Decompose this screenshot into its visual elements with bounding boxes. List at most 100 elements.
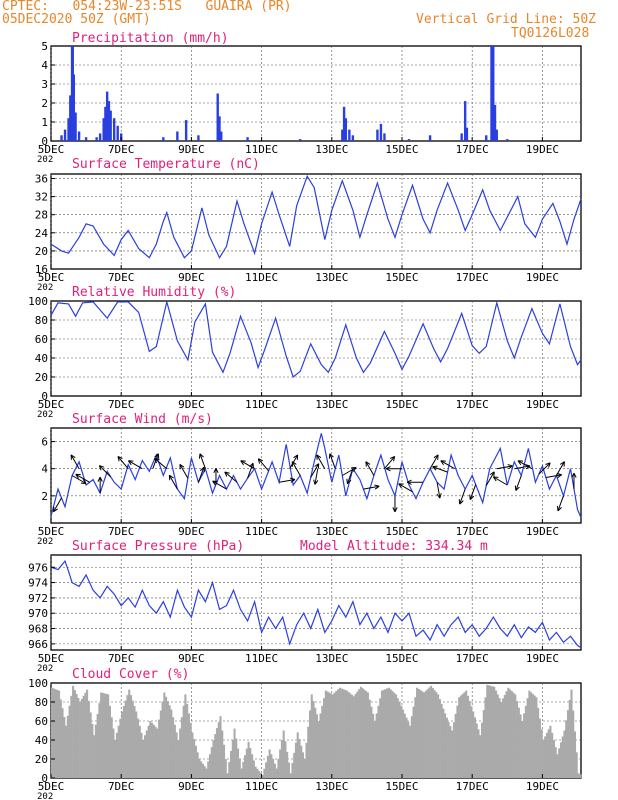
- wind-arrow: [314, 468, 319, 485]
- x-tick-label: 9DEC: [178, 525, 205, 538]
- cloud-bar: [277, 759, 280, 778]
- cloud-bar: [372, 713, 375, 778]
- cloud-bar: [163, 692, 166, 778]
- cloud-bar: [403, 713, 406, 778]
- precip-bar: [460, 133, 463, 141]
- x-tick-label: 17DEC: [456, 398, 489, 411]
- x-tick-label: 13DEC: [315, 780, 348, 793]
- x-tick-label: 13DEC: [315, 143, 348, 156]
- cloud-bar: [435, 692, 438, 778]
- x-tick-label: 7DEC: [108, 780, 135, 793]
- y-tick-label: 40: [35, 352, 48, 365]
- precip-bar: [105, 91, 109, 141]
- wind-arrow: [436, 482, 441, 499]
- wind-arrow: [71, 475, 87, 484]
- cloud-bar: [530, 692, 533, 778]
- cloud-bar: [180, 717, 183, 778]
- cloud-bar: [333, 692, 336, 778]
- cloud-bar: [479, 735, 482, 778]
- precip-bar: [485, 135, 488, 141]
- y-tick-label: 972: [28, 592, 48, 605]
- cloud-bar: [291, 763, 294, 778]
- panel-annotation: Model Altitude: 334.34 m: [300, 539, 488, 554]
- x-tick-label: 15DEC: [385, 398, 418, 411]
- cloud-bar: [538, 718, 541, 778]
- cloud-bar: [268, 749, 271, 778]
- cloud-bar: [182, 705, 185, 778]
- cloud-bar: [210, 747, 213, 778]
- cloud-bar: [438, 699, 441, 778]
- cloud-bar: [65, 725, 68, 778]
- wind-arrow: [53, 497, 62, 512]
- cloud-bar: [259, 773, 262, 778]
- cloud-bar: [412, 706, 415, 778]
- cloud-bar: [282, 730, 285, 778]
- cloud-bar: [502, 698, 505, 778]
- cloud-bar: [310, 694, 313, 778]
- cloud-bar: [444, 713, 447, 778]
- wind-arrow: [279, 479, 295, 483]
- wind-arrow-head: [291, 461, 297, 467]
- panel-title: Cloud Cover (%): [72, 667, 189, 682]
- cloud-bar: [440, 703, 443, 778]
- cloud-bar: [363, 689, 366, 778]
- cloud-bar: [431, 687, 434, 778]
- cloud-bar: [63, 716, 66, 778]
- wind-arrow: [557, 495, 564, 512]
- cloud-bar: [358, 689, 361, 778]
- cloud-bar: [398, 702, 401, 778]
- cloud-bar: [194, 745, 197, 778]
- wind-arrow-head: [545, 462, 551, 468]
- wind-arrow-head: [98, 465, 105, 471]
- cloud-bar: [533, 695, 536, 778]
- cloud-bar: [305, 742, 308, 778]
- cloud-bar: [528, 690, 531, 778]
- cloud-bar: [235, 738, 238, 778]
- cloud-bar: [124, 700, 127, 778]
- precip-bar: [109, 110, 112, 141]
- cloud-bar: [308, 710, 312, 778]
- cloud-bar: [521, 721, 524, 778]
- wind-arrow: [257, 458, 269, 472]
- precip-bar: [246, 137, 249, 141]
- x-year-label: 202: [37, 410, 53, 420]
- x-tick-label: 9DEC: [178, 652, 205, 665]
- cloud-bar: [287, 762, 290, 778]
- wind-arrow: [224, 471, 238, 483]
- y-tick-label: 20: [35, 371, 48, 384]
- cloud-bar: [135, 711, 138, 778]
- wind-arrow-head: [53, 506, 58, 513]
- cloud-bar: [270, 754, 273, 778]
- cloud-bar: [149, 721, 152, 778]
- y-tick-label: 40: [35, 734, 48, 747]
- cloud-bar: [142, 740, 145, 778]
- cloud-bar: [307, 726, 310, 778]
- cloud-bar: [449, 726, 452, 778]
- cloud-bar: [407, 721, 410, 778]
- wind-arrow: [459, 488, 466, 505]
- x-tick-label: 17DEC: [456, 271, 489, 284]
- precip-bar: [116, 125, 119, 141]
- cloud-bar: [280, 740, 283, 778]
- cloud-bar: [286, 751, 289, 778]
- y-tick-label: 16: [35, 263, 48, 276]
- cloud-bar: [573, 731, 577, 778]
- cloud-bar: [212, 740, 215, 778]
- wind-arrow-head: [571, 472, 577, 478]
- x-tick-label: 15DEC: [385, 652, 418, 665]
- series-line-4: [50, 559, 582, 649]
- precip-bar: [162, 137, 165, 141]
- cloud-bar: [328, 692, 331, 778]
- series-line-3: [50, 433, 582, 518]
- y-tick-label: 100: [28, 677, 48, 690]
- cloud-bar: [566, 710, 570, 778]
- cloud-bar: [244, 755, 247, 778]
- wind-arrow: [70, 454, 80, 469]
- wind-arrow-head: [212, 480, 218, 486]
- cloud-bar: [207, 761, 210, 778]
- x-tick-label: 5DEC: [38, 780, 65, 793]
- panel-frame: [50, 173, 582, 270]
- cloud-bar: [145, 730, 148, 778]
- cloud-bar: [400, 705, 403, 778]
- cloud-bar: [351, 694, 354, 778]
